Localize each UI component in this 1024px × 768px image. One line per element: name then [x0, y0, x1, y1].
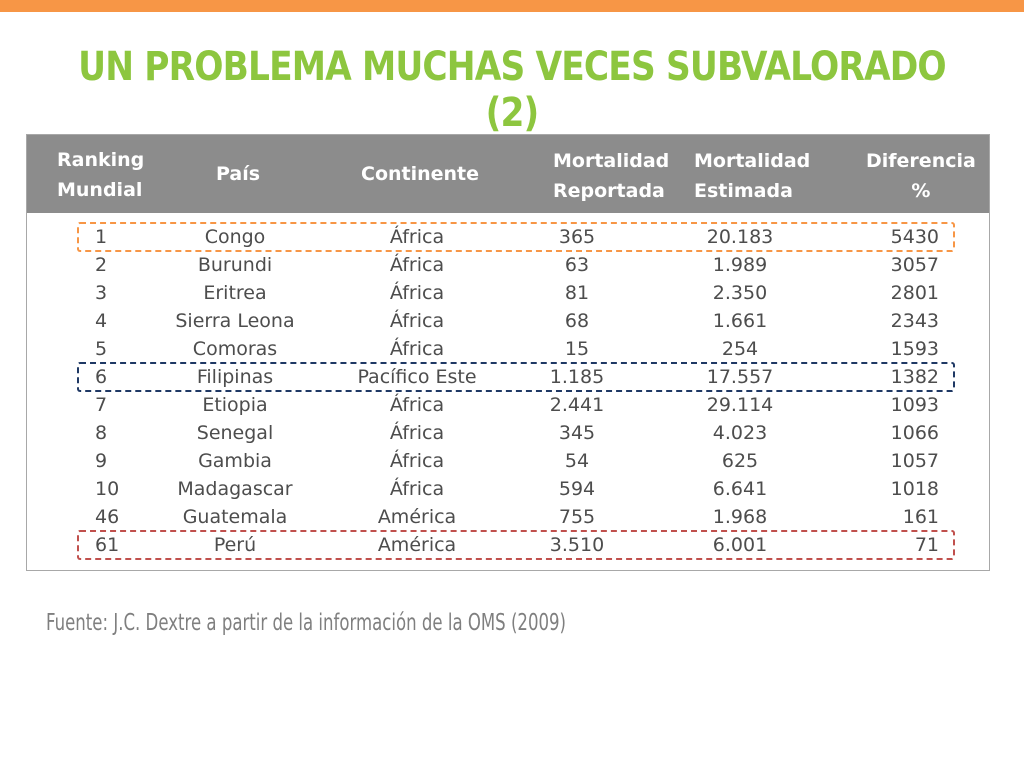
difference-cell: 1066 [890, 422, 939, 444]
rank-cell: 5 [95, 338, 108, 360]
rank-cell: 6 [95, 366, 108, 388]
table-row: 2 Burundi África 63 1.989 3057 [27, 251, 989, 279]
highlight-box [77, 222, 955, 252]
table-row: 9 Gambia África 54 625 1057 [27, 447, 989, 475]
table-row: 61 Perú América 3.510 6.001 71 [27, 531, 989, 559]
rank-cell: 9 [95, 450, 108, 472]
table-row: 8 Senegal África 345 4.023 1066 [27, 419, 989, 447]
difference-cell: 1093 [890, 394, 939, 416]
table-row: 6 Filipinas Pacífico Este 1.185 17.557 1382 [27, 363, 989, 391]
header-ranking: Ranking Mundial [57, 149, 145, 201]
difference-cell: 1593 [890, 338, 939, 360]
rank-cell: 10 [95, 478, 120, 500]
difference-cell: 161 [902, 506, 939, 528]
difference-cell: 2343 [890, 310, 939, 332]
difference-cell: 1057 [890, 450, 939, 472]
rank-cell: 1 [95, 226, 108, 248]
header-mortalidad-reportada: Mortalidad Reportada [553, 150, 670, 202]
header-continente: Continente [361, 163, 480, 185]
table-row: 10 Madagascar África 594 6.641 1018 [27, 475, 989, 503]
highlight-box [77, 362, 955, 392]
slide-title: UN PROBLEMA MUCHAS VECES SUBVALORADO (2) [78, 44, 947, 136]
difference-cell: 71 [914, 534, 939, 556]
mortality-table: Ranking Mundial País Continente Mortalid… [26, 134, 990, 571]
difference-cell: 3057 [890, 254, 939, 276]
header-pais: País [216, 163, 261, 185]
table-row: 3 Eritrea África 81 2.350 2801 [27, 279, 989, 307]
table-row: 1 Congo África 365 20.183 5430 [27, 223, 989, 251]
rank-cell: 61 [95, 534, 120, 556]
difference-cell: 5430 [890, 226, 939, 248]
difference-cell: 1018 [890, 478, 939, 500]
table-row: 4 Sierra Leona África 68 1.661 2343 [27, 307, 989, 335]
header-mortalidad-estimada: Mortalidad Estimada [694, 150, 811, 202]
rank-cell: 2 [95, 254, 108, 276]
rank-cell: 8 [95, 422, 108, 444]
rank-cell: 3 [95, 282, 108, 304]
table-row: 5 Comoras África 15 254 1593 [27, 335, 989, 363]
difference-cell: 1382 [890, 366, 939, 388]
header-diferencia: Diferencia % [866, 150, 976, 202]
rank-cell: 4 [95, 310, 108, 332]
top-accent-bar [0, 0, 1024, 12]
highlight-box [77, 530, 955, 560]
table-header: Ranking Mundial País Continente Mortalid… [27, 135, 989, 213]
table-row: 46 Guatemala América 755 1.968 161 [27, 503, 989, 531]
rank-cell: 46 [95, 506, 120, 528]
rank-cell: 7 [95, 394, 108, 416]
table-row: 7 Etiopia África 2.441 29.114 1093 [27, 391, 989, 419]
difference-cell: 2801 [890, 282, 939, 304]
source-note: Fuente: J.C. Dextre a partir de la infor… [46, 610, 567, 636]
